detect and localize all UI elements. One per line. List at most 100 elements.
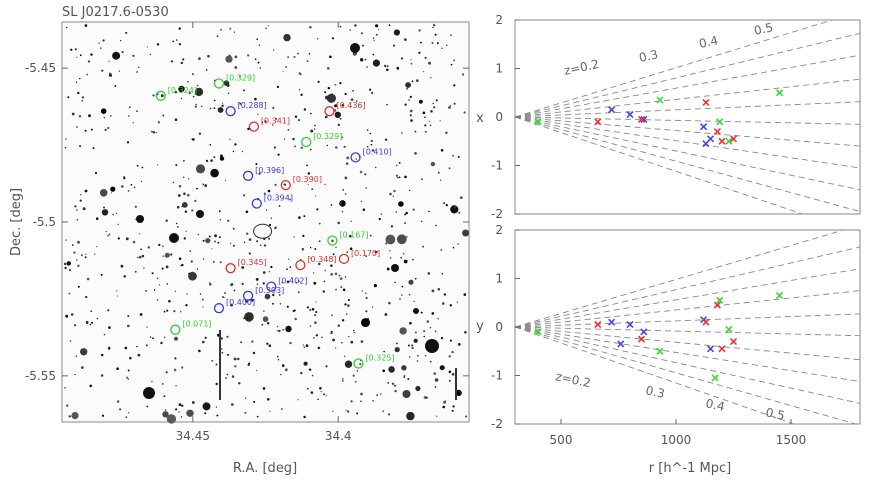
star bbox=[424, 56, 427, 60]
star bbox=[209, 143, 212, 146]
star bbox=[396, 66, 400, 70]
star bbox=[298, 89, 301, 91]
star bbox=[174, 91, 178, 94]
star bbox=[138, 233, 140, 235]
star bbox=[315, 195, 317, 197]
star bbox=[178, 184, 182, 188]
star bbox=[414, 152, 417, 155]
data-point-stroke bbox=[608, 318, 616, 326]
star bbox=[180, 265, 182, 267]
star bbox=[311, 188, 314, 191]
galaxy-redshift-label: [0.402] bbox=[278, 277, 307, 286]
star bbox=[423, 335, 426, 338]
star bbox=[365, 292, 367, 294]
star bbox=[379, 393, 382, 395]
star bbox=[314, 248, 317, 250]
star bbox=[463, 293, 467, 296]
star bbox=[412, 258, 414, 261]
galaxy-marker bbox=[242, 290, 254, 301]
star bbox=[435, 224, 437, 227]
star bbox=[452, 246, 455, 249]
star bbox=[162, 411, 169, 418]
star bbox=[286, 305, 289, 308]
galaxy-marker bbox=[301, 136, 312, 148]
star bbox=[107, 234, 109, 237]
top-fan-lines: z=0.20.30.40.5 bbox=[514, 19, 861, 215]
star bbox=[311, 374, 314, 377]
bright-star bbox=[350, 43, 360, 53]
star bbox=[195, 164, 206, 174]
star bbox=[303, 415, 306, 419]
star bbox=[344, 360, 353, 368]
star bbox=[396, 342, 398, 345]
star bbox=[234, 55, 238, 59]
star bbox=[172, 181, 174, 183]
star bbox=[254, 97, 257, 101]
star bbox=[91, 321, 93, 324]
redshift-label: 0.5 bbox=[753, 20, 775, 38]
data-point-stroke bbox=[700, 123, 708, 131]
star bbox=[420, 311, 423, 314]
star bbox=[407, 344, 410, 347]
star bbox=[127, 369, 130, 372]
star bbox=[127, 115, 130, 117]
star bbox=[339, 118, 342, 120]
star bbox=[339, 277, 343, 280]
star bbox=[64, 266, 67, 270]
star bbox=[219, 219, 221, 221]
star bbox=[408, 189, 411, 192]
star bbox=[127, 324, 130, 328]
star bbox=[229, 138, 231, 141]
star bbox=[183, 160, 185, 162]
bottom-data-points bbox=[534, 291, 784, 382]
star bbox=[286, 280, 290, 284]
star bbox=[342, 288, 346, 292]
star bbox=[293, 55, 296, 58]
star bbox=[107, 126, 110, 130]
star bbox=[90, 310, 93, 313]
star bbox=[204, 412, 207, 415]
x-tick-label: 500 bbox=[550, 433, 573, 447]
star bbox=[196, 187, 198, 190]
star bbox=[297, 52, 299, 55]
star bbox=[463, 111, 466, 114]
star bbox=[330, 331, 333, 335]
star bbox=[162, 255, 164, 257]
star bbox=[163, 310, 166, 313]
data-point-stroke bbox=[617, 340, 625, 348]
y-tick-label: -5.55 bbox=[25, 369, 56, 383]
star bbox=[449, 339, 452, 342]
star bbox=[73, 251, 76, 254]
data-point bbox=[775, 89, 784, 97]
star bbox=[116, 212, 118, 215]
star bbox=[130, 183, 133, 186]
star bbox=[439, 179, 442, 181]
star bbox=[223, 296, 225, 299]
data-point-stroke bbox=[702, 140, 710, 148]
star bbox=[330, 273, 334, 276]
star bbox=[101, 209, 109, 216]
star bbox=[436, 415, 438, 417]
star bbox=[324, 183, 326, 185]
star bbox=[226, 373, 229, 376]
star bbox=[430, 110, 433, 113]
star bbox=[225, 377, 227, 379]
galaxy-redshift-label: [0.324] bbox=[168, 86, 197, 95]
star bbox=[101, 414, 105, 417]
star bbox=[369, 132, 372, 135]
data-point bbox=[534, 118, 542, 126]
star bbox=[344, 176, 348, 180]
star bbox=[387, 413, 391, 416]
star bbox=[81, 366, 84, 369]
star bbox=[346, 162, 349, 165]
star bbox=[119, 408, 122, 411]
star bbox=[96, 246, 98, 248]
data-point-stroke bbox=[702, 318, 710, 326]
star bbox=[282, 70, 284, 72]
star bbox=[303, 361, 308, 366]
star bbox=[412, 208, 415, 211]
star bbox=[151, 272, 154, 275]
star bbox=[346, 313, 348, 315]
fan-line bbox=[514, 326, 861, 404]
star bbox=[283, 138, 286, 140]
